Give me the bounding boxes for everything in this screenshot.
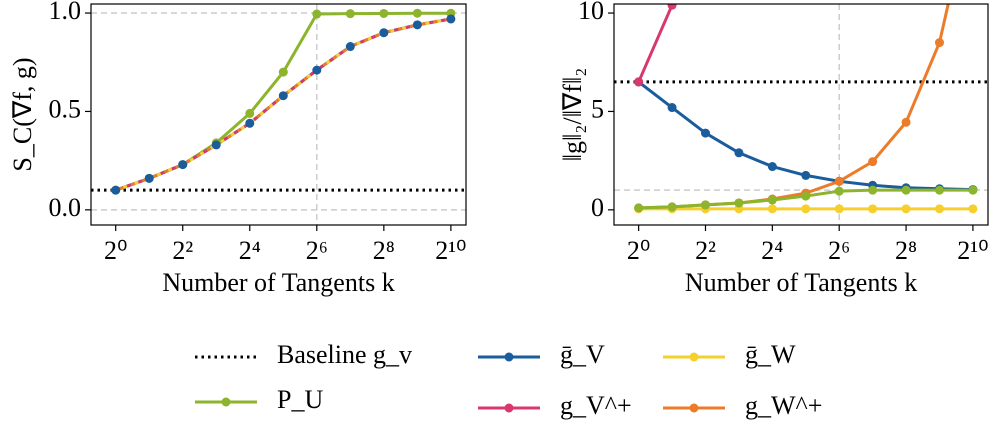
legend-marker xyxy=(504,352,514,362)
data-point xyxy=(868,157,878,167)
y-tick-label: 0.5 xyxy=(49,94,82,123)
data-point xyxy=(901,204,911,214)
data-point xyxy=(667,103,677,113)
x-tick-label: 2⁶ xyxy=(828,236,850,265)
data-point xyxy=(111,185,121,195)
data-point xyxy=(379,8,389,18)
data-point xyxy=(667,202,677,212)
data-point xyxy=(211,140,221,150)
y-tick-label: 0 xyxy=(591,193,604,222)
x-tick-label: 2⁰ xyxy=(104,236,127,265)
data-point xyxy=(144,173,154,183)
data-point xyxy=(178,160,188,170)
x-tick-label: 2¹⁰ xyxy=(435,236,466,265)
data-point xyxy=(801,170,811,180)
x-tick-label: 2⁸ xyxy=(895,236,917,265)
data-point xyxy=(834,204,844,214)
data-point xyxy=(312,9,322,19)
x-tick-label: 2⁴ xyxy=(239,236,261,265)
axes-frame xyxy=(613,3,989,226)
plot-area: Baseline g_vḡ_Vg_V^+ḡ_Wg_W^+P_U xyxy=(614,4,988,225)
x-axis-label: Number of Tangents k xyxy=(685,268,917,297)
data-point xyxy=(345,42,355,52)
data-point xyxy=(379,28,389,38)
axes-frame xyxy=(90,3,467,226)
data-point xyxy=(934,38,944,48)
data-point xyxy=(901,185,911,195)
y-axis-label: ‖g‖₂/‖∇f‖₂ xyxy=(558,68,587,162)
data-point xyxy=(634,203,644,213)
series-line: ḡ_V xyxy=(115,17,452,192)
series-line: g_V^+ xyxy=(115,17,452,192)
data-point xyxy=(868,185,878,195)
plot-area: Baseline g_vP_Uḡ_Vg_V^+ḡ_Wg_W^+ xyxy=(91,4,466,225)
series-line: P_U xyxy=(115,11,451,192)
y-tick-label: 1.0 xyxy=(49,0,82,25)
data-point xyxy=(700,128,710,138)
data-point xyxy=(801,204,811,214)
y-tick-label: 5 xyxy=(591,94,604,123)
data-point xyxy=(634,77,644,87)
legend-marker xyxy=(689,403,699,413)
data-point xyxy=(767,162,777,172)
x-tick-label: 2⁶ xyxy=(306,236,328,265)
legend-label: P_U xyxy=(277,385,323,414)
data-point xyxy=(934,204,944,214)
legend-label: g_V^+ xyxy=(560,391,632,420)
data-point xyxy=(868,204,878,214)
data-point xyxy=(834,176,844,186)
x-tick-label: 2⁴ xyxy=(761,236,783,265)
data-point xyxy=(345,9,355,19)
data-point xyxy=(734,198,744,208)
x-tick-label: 2² xyxy=(695,236,716,265)
data-point xyxy=(834,186,844,196)
x-tick-label: 2¹⁰ xyxy=(957,236,988,265)
data-point xyxy=(412,20,422,30)
y-axis-label: S_C(∇f, g) xyxy=(8,57,37,171)
data-point xyxy=(767,204,777,214)
data-point xyxy=(412,8,422,18)
data-point xyxy=(700,200,710,210)
x-tick-label: 2⁸ xyxy=(373,236,395,265)
x-tick-label: 2⁰ xyxy=(627,236,650,265)
data-point xyxy=(934,185,944,195)
data-point xyxy=(901,117,911,127)
y-tick-label: 10 xyxy=(578,0,604,25)
series-line: ḡ_W xyxy=(115,17,452,192)
data-point xyxy=(278,67,288,77)
data-point xyxy=(278,91,288,101)
series-line: g_V^+ xyxy=(637,4,674,83)
y-tick-label: 0.0 xyxy=(49,193,82,222)
legend-label: ḡ_V xyxy=(560,340,605,369)
data-point xyxy=(801,191,811,201)
data-point xyxy=(767,195,777,205)
data-point xyxy=(968,185,978,195)
legend-marker xyxy=(504,403,514,413)
legend-marker xyxy=(221,397,231,407)
legend-label: Baseline g_v xyxy=(277,340,412,369)
data-point xyxy=(968,204,978,214)
x-axis-label: Number of Tangents k xyxy=(162,268,394,297)
data-point xyxy=(245,108,255,118)
data-point xyxy=(667,4,677,10)
legend-label: g_W^+ xyxy=(745,391,822,420)
legend-marker xyxy=(689,352,699,362)
data-point xyxy=(446,14,456,24)
data-point xyxy=(734,148,744,158)
data-point xyxy=(245,118,255,128)
legend-label: ḡ_W xyxy=(745,340,796,369)
data-point xyxy=(312,65,322,75)
x-tick-label: 2² xyxy=(172,236,193,265)
series-line: g_W^+ xyxy=(115,17,452,192)
